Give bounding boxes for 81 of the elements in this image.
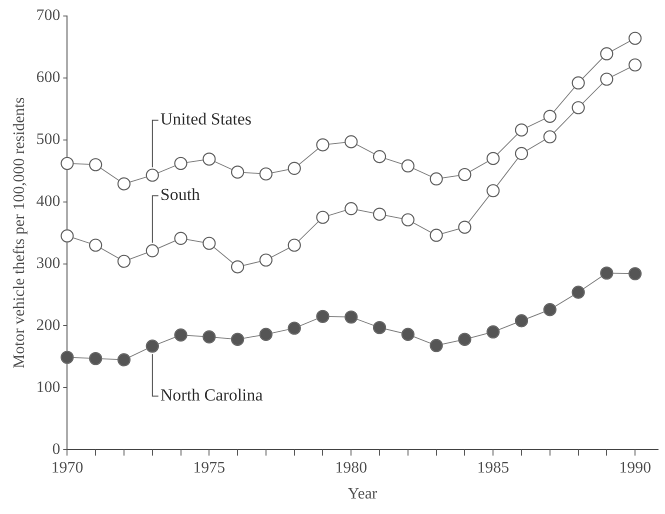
x-tick-label: 1970 xyxy=(51,459,84,476)
x-tick-label: 1985 xyxy=(477,459,510,476)
y-tick-label: 300 xyxy=(36,254,60,272)
point xyxy=(146,244,159,258)
point xyxy=(202,236,216,250)
point xyxy=(88,352,102,366)
point xyxy=(60,229,74,242)
point xyxy=(117,353,131,366)
point xyxy=(88,238,102,252)
point xyxy=(230,332,244,346)
point xyxy=(344,310,358,324)
point xyxy=(259,167,273,181)
point xyxy=(60,350,74,364)
point xyxy=(430,228,443,242)
point xyxy=(430,338,443,352)
point xyxy=(543,110,556,123)
point xyxy=(60,156,74,170)
point xyxy=(600,72,614,86)
text: United States xyxy=(160,110,252,129)
x-tick-label: 1975 xyxy=(193,459,226,476)
point xyxy=(316,310,330,324)
point xyxy=(401,213,415,226)
point xyxy=(572,101,585,114)
point xyxy=(202,152,216,166)
point xyxy=(514,123,528,137)
point xyxy=(316,210,330,224)
y-tick-label: 600 xyxy=(36,69,60,86)
point xyxy=(458,332,472,346)
y-tick-label: 0 xyxy=(52,440,60,458)
point xyxy=(401,328,415,341)
point xyxy=(372,150,386,164)
point xyxy=(372,208,386,221)
point xyxy=(288,162,301,175)
point xyxy=(600,266,614,280)
point xyxy=(543,130,556,144)
point xyxy=(458,168,472,182)
series-label: South xyxy=(160,185,201,204)
point xyxy=(572,286,585,299)
point xyxy=(628,32,642,45)
point xyxy=(316,138,330,152)
point xyxy=(401,159,415,172)
point xyxy=(628,267,642,280)
point xyxy=(458,220,472,234)
point xyxy=(344,135,358,148)
point xyxy=(202,330,216,344)
point xyxy=(88,158,102,172)
point xyxy=(486,325,500,339)
point xyxy=(543,303,556,316)
point xyxy=(430,172,443,186)
point xyxy=(344,202,358,216)
y-tick-label: 500 xyxy=(36,131,60,148)
y-tick-label: 700 xyxy=(36,7,60,24)
point xyxy=(230,260,244,274)
point xyxy=(117,254,131,268)
point xyxy=(259,328,273,341)
x-tick-label: 1980 xyxy=(335,459,368,476)
point xyxy=(174,156,188,170)
point xyxy=(174,232,188,245)
point xyxy=(486,184,500,198)
y-axis-title: Motor vehicle thefts per 100,000 residents xyxy=(10,97,28,368)
point xyxy=(288,238,301,252)
point xyxy=(174,328,188,342)
point xyxy=(514,146,528,160)
point xyxy=(288,322,301,335)
point xyxy=(572,76,585,90)
y-tick-label: 200 xyxy=(36,316,60,334)
point xyxy=(230,165,244,179)
point xyxy=(117,177,131,190)
y-tick-label: 100 xyxy=(36,378,60,396)
x-tick-label: 1990 xyxy=(619,459,652,476)
point xyxy=(486,152,500,166)
point xyxy=(259,253,273,267)
point xyxy=(628,58,642,72)
point xyxy=(600,47,614,60)
point xyxy=(146,168,159,182)
point xyxy=(514,314,528,328)
y-tick-label: 400 xyxy=(36,193,60,210)
text: North Carolina xyxy=(160,386,264,405)
point xyxy=(146,340,159,353)
point xyxy=(372,320,386,334)
x-axis-title: Year xyxy=(348,486,378,503)
